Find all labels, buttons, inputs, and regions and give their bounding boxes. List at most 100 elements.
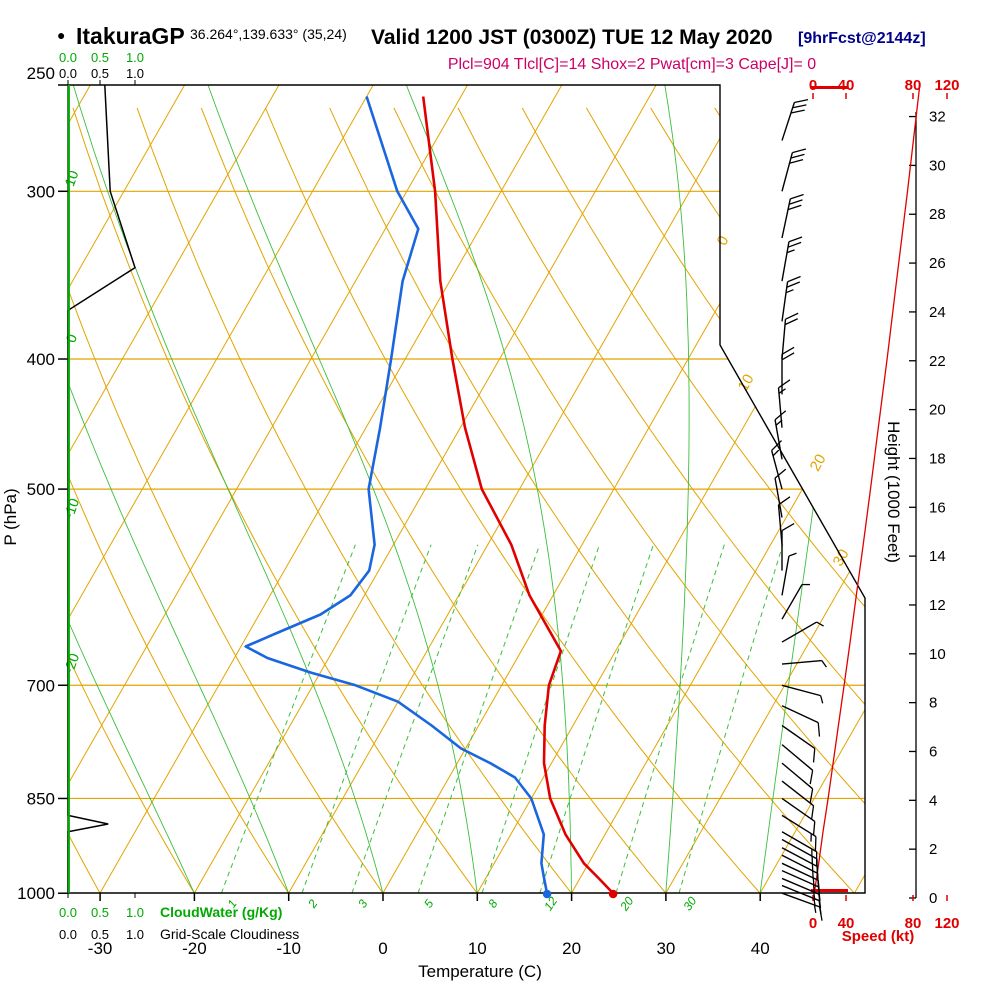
moist-adiabat-line	[207, 85, 478, 893]
mixing-ratio-line	[678, 544, 784, 893]
mixing-ratio-label: 3	[355, 897, 370, 911]
dewpoint-curve	[244, 96, 549, 894]
cloudiness-scale-top-label: 0.5	[91, 66, 109, 81]
height-tick-label: 20	[929, 402, 946, 419]
dry-adiabat-line	[714, 107, 865, 893]
height-tick-label: 14	[929, 548, 946, 565]
speed-axis-bar-top	[811, 86, 848, 89]
moist-adiabat-line	[664, 85, 690, 893]
dry-adiabat-label: 0	[62, 332, 80, 345]
surface-temperature-dot	[608, 889, 618, 899]
dry-adiabat-line	[136, 107, 572, 893]
height-tick-label: 0	[929, 890, 937, 907]
height-tick-label: 18	[929, 450, 946, 467]
height-tick-label: 4	[929, 792, 937, 809]
pressure-tick-label: 700	[27, 676, 55, 695]
dry-adiabat-line	[265, 107, 761, 893]
temperature-tick-label: -20	[182, 939, 207, 958]
cloudiness-scale-top-label: 1.0	[126, 66, 144, 81]
station-bullet-icon: ●	[57, 27, 65, 43]
temperature-tick-label: 20	[562, 939, 581, 958]
dry-adiabat-line	[650, 107, 865, 893]
temperature-curve	[421, 96, 614, 895]
temperature-axis-title: Temperature (C)	[418, 962, 542, 981]
height-tick-label: 2	[929, 841, 937, 858]
wind-barb	[781, 762, 814, 803]
speed-tick-top-label: 120	[934, 77, 959, 94]
dry-adiabat-label: -20	[60, 651, 82, 676]
height-tick-label: 6	[929, 743, 937, 760]
height-tick-label: 26	[929, 255, 946, 272]
wind-barb	[781, 275, 801, 322]
pressure-tick-label: 1000	[17, 884, 55, 903]
wind-barb	[781, 346, 795, 395]
mixing-ratio-label: 2	[305, 897, 321, 912]
wind-barb	[781, 814, 817, 851]
mixing-ratio-line	[417, 544, 541, 893]
isotherm-line	[759, 85, 865, 893]
height-tick-label: 8	[929, 695, 937, 712]
moist-adiabat-line	[405, 85, 572, 893]
isotherm-line	[99, 85, 563, 893]
speed-tick-top-label: 0	[809, 77, 817, 94]
isotherm-line	[68, 85, 468, 893]
mixing-ratio-label: 8	[485, 897, 500, 911]
dry-adiabat-label: 10	[61, 168, 81, 188]
temperature-tick-label: -30	[88, 939, 113, 958]
mixing-ratio-line	[539, 544, 654, 893]
moist-adiabat-line	[72, 85, 384, 893]
cloudwater-scale-bottom-label: 0.5	[91, 905, 109, 920]
isotherm-label: 20	[807, 451, 830, 474]
wind-barb	[781, 193, 804, 239]
mixing-ratio-line	[351, 544, 479, 893]
temperature-tick-label: -10	[276, 939, 301, 958]
dry-adiabat-line	[68, 107, 195, 893]
temperature-tick-label: 0	[378, 939, 387, 958]
cloudwater-scale-title: CloudWater (g/Kg)	[160, 904, 282, 920]
dry-adiabat-line	[393, 107, 865, 893]
station-coords: 36.264°,139.633° (35,24)	[190, 26, 347, 42]
speed-tick-bottom-label: 40	[838, 915, 855, 932]
isotherm-line	[68, 85, 374, 893]
mixing-ratio-label: 30	[680, 894, 699, 913]
wind-barb	[781, 523, 795, 571]
pressure-tick-label: 250	[27, 64, 55, 83]
wind-barb	[781, 780, 815, 820]
wind-barb	[781, 621, 824, 643]
mixing-ratio-line	[481, 544, 600, 893]
cloudwater-scale-bottom-label: 1.0	[126, 905, 144, 920]
height-tick-label: 12	[929, 597, 946, 614]
moist-adiabat-line	[68, 85, 195, 893]
isotherm-line	[68, 85, 186, 893]
dry-adiabat-line	[329, 107, 855, 893]
valid-time: Valid 1200 JST (0300Z) TUE 12 May 2020	[371, 26, 773, 49]
height-tick-label: 10	[929, 646, 946, 663]
wind-barb	[781, 552, 797, 596]
isotherm-label: 30	[830, 546, 853, 569]
isotherm-line	[288, 85, 751, 893]
forecast-info: [9hrFcst@2144z]	[798, 30, 926, 47]
wind-barb	[781, 312, 799, 360]
station-name: ItakuraGP	[76, 23, 185, 49]
pressure-axis-title: P (hPa)	[1, 488, 20, 545]
speed-tick-bottom-label: 80	[905, 915, 922, 932]
wind-barb	[781, 892, 823, 921]
speed-axis-title: Speed (kt)	[842, 928, 915, 945]
cloudwater-scale-bottom-label: 0.0	[59, 905, 77, 920]
moist-adiabat-line	[68, 85, 290, 893]
isotherm-label: 10	[735, 371, 758, 394]
wind-barb	[781, 148, 807, 192]
isotherm-label: 0	[714, 233, 733, 249]
cloudiness-scale-bottom-label: 0.0	[59, 927, 77, 942]
mixing-ratio-line	[220, 544, 356, 893]
cloudiness-scale-top-label: 0.0	[59, 66, 77, 81]
wind-barb	[774, 410, 787, 460]
header: ● ItakuraGP 36.264°,139.633° (35,24) Val…	[57, 23, 926, 73]
cloudwater-scale-top-label: 1.0	[126, 50, 144, 65]
mixing-ratio-label: 20	[617, 894, 637, 914]
wind-barb	[781, 659, 827, 668]
dry-adiabat-line	[68, 107, 290, 893]
